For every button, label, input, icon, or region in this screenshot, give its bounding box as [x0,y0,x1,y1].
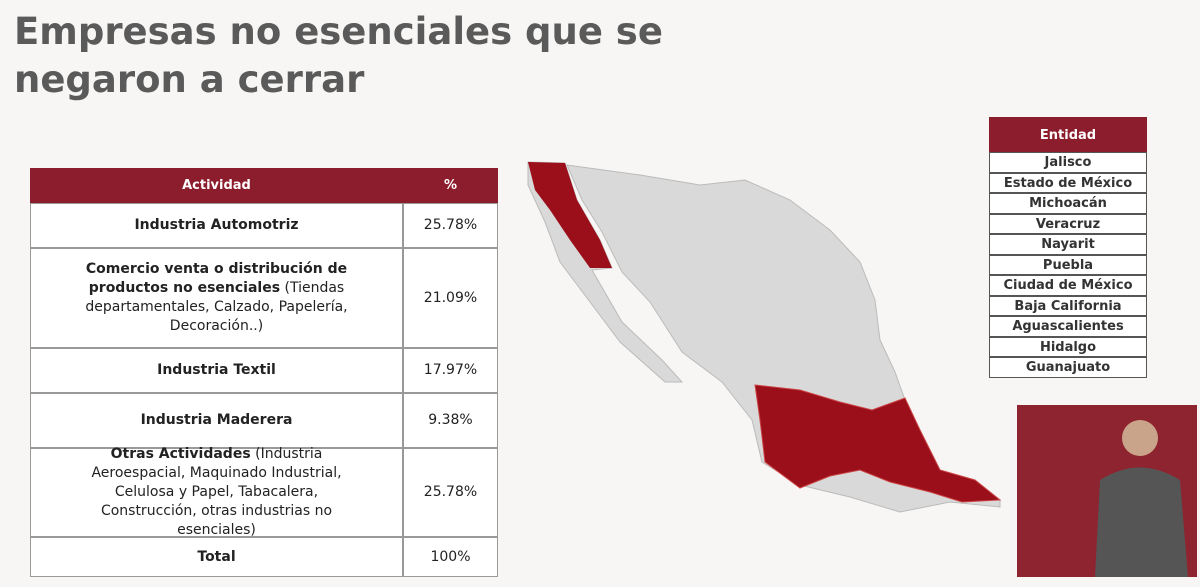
activity-cell: Comercio venta o distribución de product… [30,248,403,348]
activity-cell: Industria Automotriz [30,203,403,248]
activity-name: Industria Automotriz [134,217,299,233]
interpreter-body [1095,467,1188,577]
entity-cell: Jalisco [989,152,1147,173]
entity-cell: Ciudad de México [989,275,1147,296]
entity-cell: Estado de México [989,172,1147,193]
activity-text: Total [197,548,235,567]
activity-name: Comercio venta o distribución de product… [85,261,348,296]
activity-cell: Total [30,537,403,577]
activity-cell: Industria Textil [30,348,403,393]
interpreter-head [1122,420,1158,456]
percent-cell: 100% [403,537,498,577]
column-header: Actividad [30,168,403,203]
percent-cell: 25.78% [403,448,498,537]
entity-cell: Veracruz [989,213,1147,234]
activity-text: Industria Automotriz [134,216,298,235]
activity-text: Otras Actividades (Industria Aeroespacia… [65,445,368,540]
activity-cell: Industria Maderera [30,393,403,448]
activity-name: Industria Maderera [140,412,293,428]
activity-name: Otras Actividades [110,446,251,462]
activity-name: Total [197,548,236,565]
entity-header: Entidad [989,117,1147,152]
activity-text: Industria Maderera [141,411,293,430]
slide-title: Empresas no esenciales que se negaron a … [14,10,663,101]
entity-cell: Baja California [989,295,1147,316]
entity-cell: Puebla [989,254,1147,275]
activity-detail: (Tiendas departamentales, Calzado, Papel… [85,280,348,334]
column-header: % [403,168,498,203]
entity-cell: Michoacán [989,193,1147,214]
entity-cell: Guanajuato [989,357,1147,378]
activity-text: Industria Textil [157,361,276,380]
activity-cell: Otras Actividades (Industria Aeroespacia… [30,445,403,540]
entity-cell: Aguascalientes [989,316,1147,337]
entity-cell: Nayarit [989,234,1147,255]
baja-california-highlight [528,162,612,268]
percent-cell: 21.09% [403,248,498,348]
entity-cell: Hidalgo [989,336,1147,357]
percent-cell: 17.97% [403,348,498,393]
activity-name: Industria Textil [157,362,276,378]
central-states-highlight [754,384,1002,503]
activity-text: Comercio venta o distribución de product… [65,260,368,336]
activity-detail: (Industria Aeroespacial, Maquinado Indus… [91,446,342,538]
percent-cell: 25.78% [403,203,498,248]
percent-cell: 9.38% [403,393,498,448]
